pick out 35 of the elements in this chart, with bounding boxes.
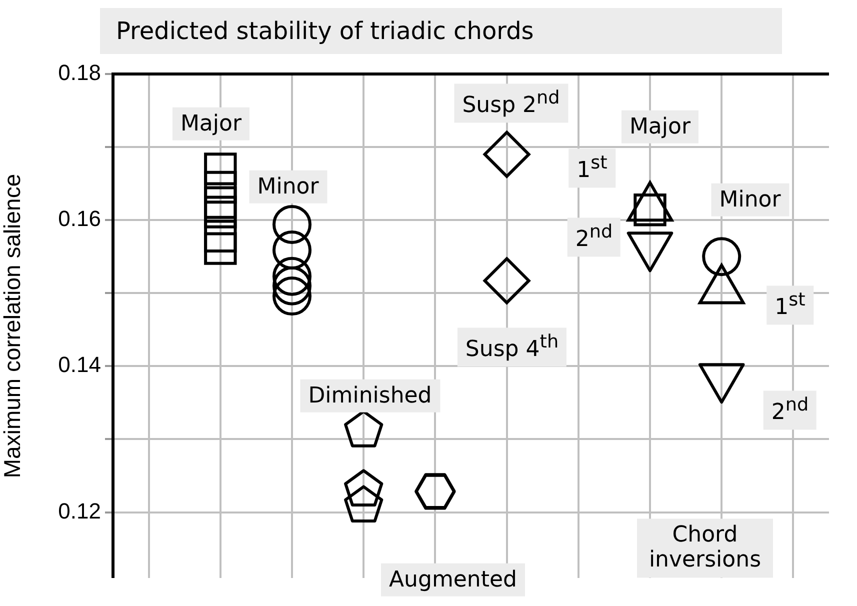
annotation: Chord inversions [637, 518, 773, 578]
annotation: 2$^{nd}$ [763, 390, 817, 430]
point [204, 186, 237, 219]
y-tick-label: 0.14 [58, 352, 101, 378]
annotation: Minor [711, 183, 789, 217]
y-tick-label: 0.16 [58, 206, 101, 232]
point [272, 266, 312, 306]
point [344, 469, 384, 506]
point [204, 170, 237, 204]
annotation: Major [621, 110, 699, 144]
y-axis-title: Maximum correlation salience [0, 174, 26, 478]
point [483, 257, 530, 304]
point [702, 237, 742, 276]
point [272, 276, 312, 316]
annotation: 2$^{nd}$ [567, 218, 621, 256]
annotation: Susp 4$^{th}$ [457, 328, 567, 366]
annotation: 1$^{st}$ [766, 286, 814, 324]
point [272, 204, 312, 244]
annotation: 1$^{st}$ [568, 148, 616, 188]
point [204, 196, 237, 228]
y-tick-label: 0.18 [58, 60, 101, 86]
point [204, 152, 237, 186]
point [204, 220, 237, 253]
point [272, 230, 312, 270]
annotation: Augmented [381, 563, 525, 597]
point [344, 485, 384, 523]
annotation: Diminished [300, 379, 440, 413]
annotation: Susp 2$^{nd}$ [454, 84, 568, 122]
point [204, 232, 237, 265]
point [483, 130, 530, 178]
chart-title: Predicted stability of triadic chords [100, 8, 782, 54]
annotation: Major [172, 107, 250, 141]
annotation: Minor [249, 170, 327, 204]
y-tick-label: 0.12 [58, 498, 101, 524]
point [272, 256, 312, 296]
